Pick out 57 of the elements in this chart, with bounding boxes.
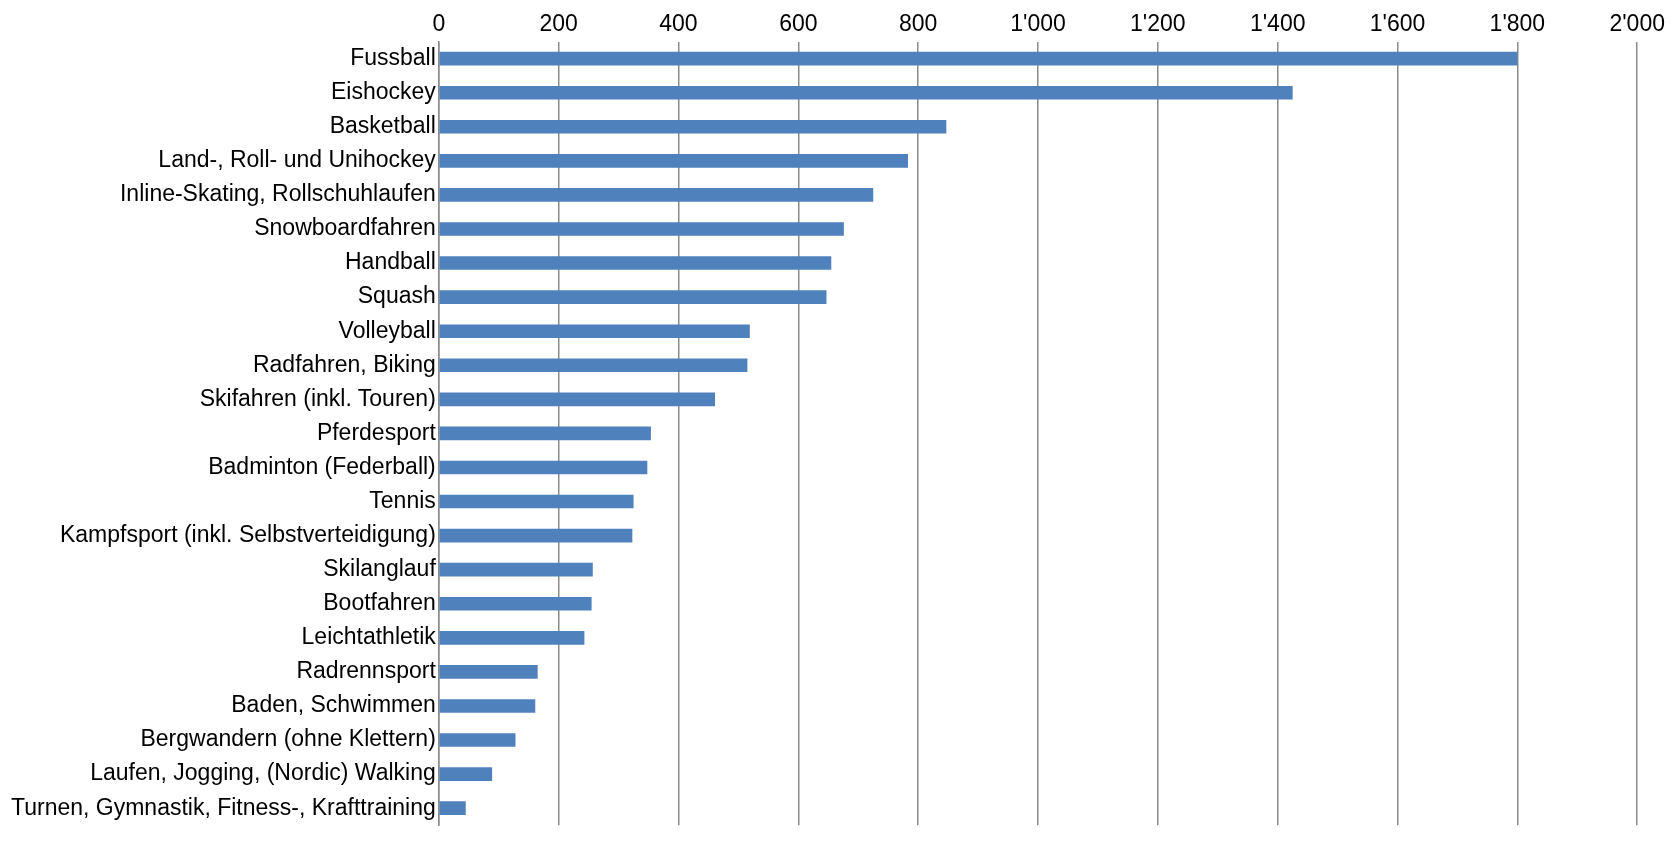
y-tick-label: Fussball bbox=[350, 43, 436, 70]
bar bbox=[439, 51, 1518, 66]
x-tick-label: 1'400 bbox=[1249, 10, 1306, 37]
x-tick-label: 1'000 bbox=[1010, 10, 1066, 37]
bar bbox=[439, 290, 827, 304]
y-tick-label: Bootfahren bbox=[323, 589, 436, 616]
y-tick-label: Land-, Roll- und Unihockey bbox=[158, 146, 437, 173]
y-tick-label: Radrennsport bbox=[296, 657, 437, 684]
x-tick-label: 1'200 bbox=[1130, 10, 1186, 37]
bar bbox=[439, 119, 947, 134]
x-tick-label: 800 bbox=[898, 10, 938, 37]
y-tick-label: Bergwandern (ohne Klettern) bbox=[140, 725, 436, 752]
bar bbox=[439, 426, 651, 441]
bar bbox=[439, 665, 538, 679]
bar bbox=[439, 392, 716, 407]
y-tick-label: Leichtathletik bbox=[301, 623, 437, 650]
bar bbox=[439, 85, 1293, 100]
y-tick-label: Squash bbox=[357, 282, 436, 309]
bar bbox=[439, 767, 493, 781]
y-tick-label: Pferdesport bbox=[316, 418, 437, 445]
y-tick-label: Baden, Schwimmen bbox=[231, 691, 436, 718]
y-tick-label: Skilanglauf bbox=[323, 555, 437, 582]
bar bbox=[439, 699, 536, 713]
x-tick-label: 1'600 bbox=[1369, 10, 1426, 37]
x-tick-label: 2'000 bbox=[1609, 10, 1665, 37]
y-tick-label: Kampfsport (inkl. Selbstverteidigung) bbox=[59, 520, 436, 547]
bar bbox=[439, 596, 592, 611]
bar bbox=[439, 256, 832, 270]
y-tick-label: Tennis bbox=[369, 486, 436, 513]
y-tick-label: Snowboardfahren bbox=[254, 214, 436, 241]
y-tick-label: Eishockey bbox=[330, 78, 437, 105]
x-tick-label: 200 bbox=[539, 10, 578, 37]
y-tick-label: Radfahren, Biking bbox=[252, 350, 436, 377]
bar bbox=[439, 733, 516, 747]
y-tick-label: Handball bbox=[345, 248, 436, 275]
bar bbox=[439, 460, 648, 475]
bar bbox=[439, 188, 874, 202]
x-tick-label: 400 bbox=[659, 10, 698, 37]
bar bbox=[439, 528, 633, 543]
bar bbox=[439, 801, 466, 815]
bar bbox=[439, 631, 585, 645]
y-tick-label: Skifahren (inkl. Touren) bbox=[199, 384, 436, 411]
y-tick-label: Laufen, Jogging, (Nordic) Walking bbox=[90, 759, 436, 786]
x-tick-label: 0 bbox=[432, 10, 446, 37]
bar bbox=[439, 324, 750, 339]
bar bbox=[439, 154, 908, 168]
y-tick-label: Basketball bbox=[329, 112, 436, 139]
bar bbox=[439, 222, 844, 236]
x-tick-label: 600 bbox=[779, 10, 818, 37]
bar bbox=[439, 358, 748, 373]
y-tick-label: Badminton (Federball) bbox=[208, 452, 436, 479]
bar bbox=[439, 562, 593, 577]
y-tick-label: Volleyball bbox=[338, 316, 436, 343]
y-tick-label: Inline-Skating, Rollschuhlaufen bbox=[119, 180, 436, 207]
x-tick-label: 1'800 bbox=[1489, 10, 1546, 37]
y-tick-label: Turnen, Gymnastik, Fitness-, Krafttraining bbox=[11, 793, 436, 820]
bar bbox=[439, 494, 634, 509]
